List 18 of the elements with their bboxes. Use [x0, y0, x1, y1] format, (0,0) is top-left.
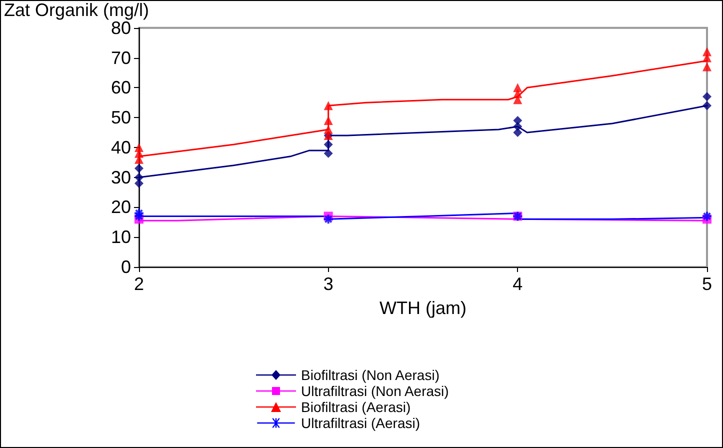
legend-label: Ultrafiltrasi (Aerasi) [301, 415, 420, 431]
y-axis-title: Zat Organik (mg/l) [4, 0, 150, 20]
y-tick-label: 0 [120, 257, 131, 277]
x-tick-label: 5 [702, 274, 712, 294]
y-tick-label: 10 [110, 227, 131, 248]
x-tick-label: 4 [512, 274, 523, 294]
legend-label: Biofiltrasi (Non Aerasi) [301, 367, 440, 383]
x-tick-label: 3 [323, 274, 334, 294]
y-tick-label: 20 [110, 197, 131, 218]
x-tick-label: 2 [134, 274, 144, 294]
y-tick-label: 30 [110, 167, 131, 188]
y-tick-label: 70 [110, 48, 131, 68]
y-tick-label: 60 [110, 78, 131, 98]
legend-label: Ultrafiltrasi (Non Aerasi) [301, 383, 449, 399]
legend-label: Biofiltrasi (Aerasi) [301, 399, 411, 415]
x-axis-title: WTH (jam) [380, 298, 466, 318]
y-tick-label: 50 [110, 108, 131, 128]
y-tick-label: 40 [110, 137, 131, 158]
